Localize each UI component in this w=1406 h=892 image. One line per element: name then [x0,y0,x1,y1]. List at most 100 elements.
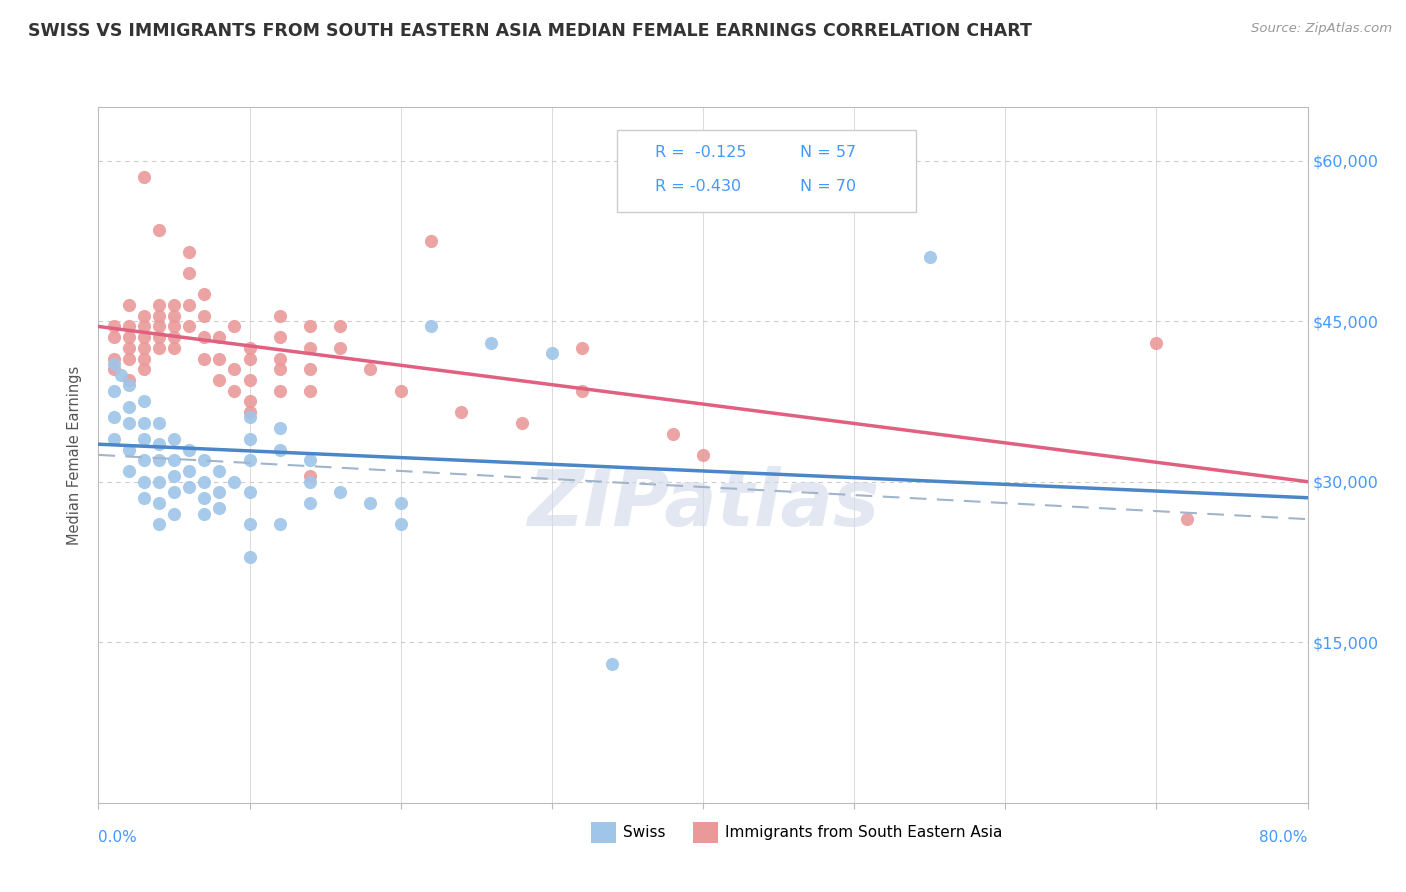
Point [118,416,141,430]
Point [299,475,322,489]
Point [148,223,170,237]
Point [193,491,215,505]
Point [329,341,352,355]
Point [148,517,170,532]
Point [193,330,215,344]
Point [163,341,186,355]
Point [148,475,170,489]
Point [420,319,443,334]
Point [193,287,215,301]
Point [208,485,231,500]
Y-axis label: Median Female Earnings: Median Female Earnings [67,366,83,544]
Point [163,432,186,446]
Point [132,330,155,344]
Text: R =  -0.125: R = -0.125 [655,145,747,160]
Point [269,384,291,398]
Point [239,549,262,564]
Point [163,507,186,521]
Point [132,341,155,355]
Point [132,432,155,446]
Point [103,319,125,334]
Point [360,362,382,376]
Point [571,341,593,355]
Point [179,298,201,312]
Point [299,384,322,398]
Point [193,475,215,489]
Point [224,319,246,334]
Point [163,319,186,334]
Point [239,410,262,425]
Point [132,475,155,489]
Point [132,319,155,334]
Point [179,442,201,457]
Point [132,394,155,409]
Point [208,330,231,344]
Point [224,475,246,489]
Point [103,351,125,366]
Point [179,244,201,259]
Point [148,319,170,334]
Point [420,234,443,248]
Point [110,368,132,382]
Point [193,351,215,366]
Point [148,416,170,430]
Point [239,405,262,419]
Text: 80.0%: 80.0% [1260,830,1308,845]
Point [148,341,170,355]
Text: ZIPatlas: ZIPatlas [527,466,879,541]
Point [239,432,262,446]
Point [132,416,155,430]
Point [299,496,322,510]
Text: Swiss: Swiss [623,825,665,840]
Point [481,335,503,350]
Point [208,351,231,366]
Point [163,469,186,483]
Point [163,485,186,500]
Point [299,319,322,334]
Text: Source: ZipAtlas.com: Source: ZipAtlas.com [1251,22,1392,36]
Point [179,464,201,478]
Point [208,501,231,516]
Point [239,341,262,355]
Point [389,517,412,532]
Text: SWISS VS IMMIGRANTS FROM SOUTH EASTERN ASIA MEDIAN FEMALE EARNINGS CORRELATION C: SWISS VS IMMIGRANTS FROM SOUTH EASTERN A… [28,22,1032,40]
Point [208,373,231,387]
Point [269,309,291,323]
Point [132,351,155,366]
Point [239,351,262,366]
Point [118,319,141,334]
Point [269,362,291,376]
Point [118,378,141,392]
Point [103,410,125,425]
Point [329,319,352,334]
Point [193,453,215,467]
Point [510,416,533,430]
Point [163,330,186,344]
Point [540,346,562,360]
Point [193,309,215,323]
Point [1175,512,1198,526]
Point [239,373,262,387]
Point [450,405,472,419]
Point [103,384,125,398]
Point [163,309,186,323]
Point [132,309,155,323]
Point [118,464,141,478]
Point [239,485,262,500]
Point [103,357,125,371]
Point [389,496,412,510]
Point [163,453,186,467]
Point [132,453,155,467]
Text: N = 57: N = 57 [800,145,856,160]
Text: 0.0%: 0.0% [98,830,138,845]
Point [179,319,201,334]
Point [148,496,170,510]
Point [193,507,215,521]
Point [179,480,201,494]
Point [269,351,291,366]
Point [163,298,186,312]
Point [692,448,714,462]
Point [224,362,246,376]
Point [299,341,322,355]
Text: R = -0.430: R = -0.430 [655,178,741,194]
